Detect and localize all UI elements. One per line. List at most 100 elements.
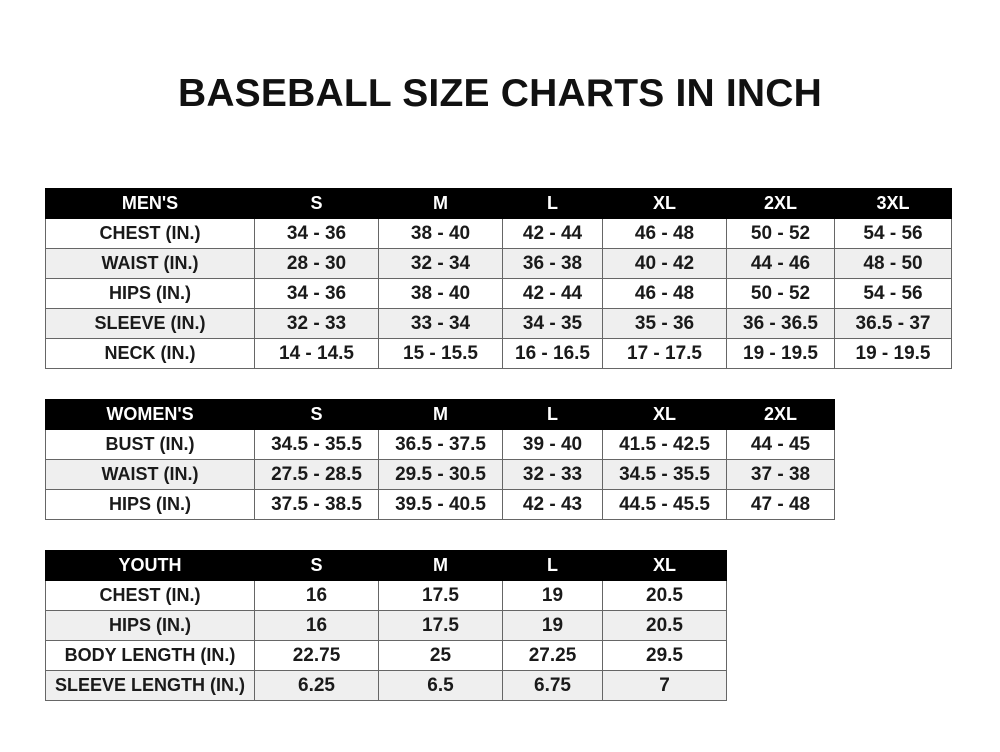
size-value-cell: 28 - 30	[254, 248, 379, 279]
size-value-cell: 32 - 33	[502, 459, 603, 490]
size-value-cell: 25	[378, 640, 503, 671]
table-row: SLEEVE LENGTH (IN.) 6.25 6.5 6.75 7	[45, 670, 727, 701]
size-value-cell: 27.5 - 28.5	[254, 459, 379, 490]
size-value-cell: 38 - 40	[378, 278, 503, 309]
measurement-label: WAIST (IN.)	[45, 459, 255, 490]
size-value-cell: 39 - 40	[502, 429, 603, 460]
size-value-cell: 17.5	[378, 580, 503, 611]
table-row: WAIST (IN.) 28 - 30 32 - 34 36 - 38 40 - 42 4…	[45, 248, 952, 279]
size-value-cell: 37 - 38	[726, 459, 835, 490]
size-header: S	[254, 550, 379, 581]
size-value-cell: 37.5 - 38.5	[254, 489, 379, 520]
size-header: XL	[602, 188, 727, 219]
size-value-cell: 47 - 48	[726, 489, 835, 520]
size-value-cell: 36 - 38	[502, 248, 603, 279]
size-value-cell: 20.5	[602, 610, 727, 641]
size-value-cell: 46 - 48	[602, 278, 727, 309]
youth-size-table: YOUTH S M L XL CHEST (IN.) 16 17.5 19 20.5 HIPS (I…	[45, 550, 727, 701]
size-value-cell: 36.5 - 37.5	[378, 429, 503, 460]
table-row: HIPS (IN.) 16 17.5 19 20.5	[45, 610, 727, 641]
size-value-cell: 38 - 40	[378, 218, 503, 249]
size-value-cell: 44 - 46	[726, 248, 835, 279]
table-row: NECK (IN.) 14 - 14.5 15 - 15.5 16 - 16.5 17 …	[45, 338, 952, 369]
size-value-cell: 16 - 16.5	[502, 338, 603, 369]
page-title: BASEBALL SIZE CHARTS IN INCH	[177, 72, 823, 115]
size-value-cell: 42 - 44	[502, 218, 603, 249]
womens-size-table: WOMEN'S S M L XL 2XL BUST (IN.) 34.5 - 35.5 36.5…	[45, 399, 835, 520]
table-row: HIPS (IN.) 34 - 36 38 - 40 42 - 44 46 - 48 50…	[45, 278, 952, 309]
table-row: BUST (IN.) 34.5 - 35.5 36.5 - 37.5 39 - 40 4…	[45, 429, 835, 460]
size-header: S	[254, 188, 379, 219]
size-value-cell: 34 - 35	[502, 308, 603, 339]
size-value-cell: 15 - 15.5	[378, 338, 503, 369]
size-value-cell: 22.75	[254, 640, 379, 671]
category-header: MEN'S	[45, 188, 255, 219]
size-value-cell: 41.5 - 42.5	[602, 429, 727, 460]
table-row: HIPS (IN.) 37.5 - 38.5 39.5 - 40.5 42 - 43 4…	[45, 489, 835, 520]
size-header: 2XL	[726, 399, 835, 430]
size-value-cell: 14 - 14.5	[254, 338, 379, 369]
size-value-cell: 50 - 52	[726, 218, 835, 249]
size-value-cell: 17 - 17.5	[602, 338, 727, 369]
size-value-cell: 48 - 50	[834, 248, 952, 279]
size-value-cell: 46 - 48	[602, 218, 727, 249]
table-row: BODY LENGTH (IN.) 22.75 25 27.25 29.5	[45, 640, 727, 671]
category-header: YOUTH	[45, 550, 255, 581]
size-value-cell: 19 - 19.5	[834, 338, 952, 369]
size-value-cell: 42 - 43	[502, 489, 603, 520]
size-value-cell: 54 - 56	[834, 218, 952, 249]
size-header: S	[254, 399, 379, 430]
table-row: SLEEVE (IN.) 32 - 33 33 - 34 34 - 35 35 - 36…	[45, 308, 952, 339]
size-value-cell: 16	[254, 610, 379, 641]
measurement-label: NECK (IN.)	[45, 338, 255, 369]
size-value-cell: 29.5	[602, 640, 727, 671]
measurement-label: HIPS (IN.)	[45, 278, 255, 309]
size-header: 2XL	[726, 188, 835, 219]
size-value-cell: 32 - 34	[378, 248, 503, 279]
measurement-label: CHEST (IN.)	[45, 580, 255, 611]
size-value-cell: 54 - 56	[834, 278, 952, 309]
table-header-row: MEN'S S M L XL 2XL 3XL	[45, 188, 952, 219]
measurement-label: HIPS (IN.)	[45, 610, 255, 641]
size-header: XL	[602, 399, 727, 430]
size-value-cell: 36 - 36.5	[726, 308, 835, 339]
table-header-row: WOMEN'S S M L XL 2XL	[45, 399, 835, 430]
size-value-cell: 27.25	[502, 640, 603, 671]
size-value-cell: 44 - 45	[726, 429, 835, 460]
size-header: L	[502, 399, 603, 430]
size-value-cell: 34.5 - 35.5	[602, 459, 727, 490]
size-value-cell: 20.5	[602, 580, 727, 611]
size-value-cell: 7	[602, 670, 727, 701]
size-value-cell: 29.5 - 30.5	[378, 459, 503, 490]
size-header: M	[378, 550, 503, 581]
size-value-cell: 6.25	[254, 670, 379, 701]
measurement-label: WAIST (IN.)	[45, 248, 255, 279]
size-value-cell: 17.5	[378, 610, 503, 641]
size-value-cell: 44.5 - 45.5	[602, 489, 727, 520]
table-row: CHEST (IN.) 34 - 36 38 - 40 42 - 44 46 - 48 5…	[45, 218, 952, 249]
size-value-cell: 36.5 - 37	[834, 308, 952, 339]
size-value-cell: 40 - 42	[602, 248, 727, 279]
size-value-cell: 32 - 33	[254, 308, 379, 339]
measurement-label: CHEST (IN.)	[45, 218, 255, 249]
size-value-cell: 6.75	[502, 670, 603, 701]
size-header: L	[502, 188, 603, 219]
measurement-label: SLEEVE (IN.)	[45, 308, 255, 339]
table-header-row: YOUTH S M L XL	[45, 550, 727, 581]
size-value-cell: 34 - 36	[254, 218, 379, 249]
size-header: XL	[602, 550, 727, 581]
size-value-cell: 50 - 52	[726, 278, 835, 309]
size-header: M	[378, 399, 503, 430]
size-value-cell: 35 - 36	[602, 308, 727, 339]
measurement-label: BODY LENGTH (IN.)	[45, 640, 255, 671]
measurement-label: HIPS (IN.)	[45, 489, 255, 520]
size-value-cell: 34 - 36	[254, 278, 379, 309]
mens-size-table: MEN'S S M L XL 2XL 3XL CHEST (IN.) 34 - 36 38 - 4…	[45, 188, 952, 369]
measurement-label: BUST (IN.)	[45, 429, 255, 460]
category-header: WOMEN'S	[45, 399, 255, 430]
size-header: 3XL	[834, 188, 952, 219]
size-value-cell: 33 - 34	[378, 308, 503, 339]
size-value-cell: 16	[254, 580, 379, 611]
size-value-cell: 19	[502, 580, 603, 611]
size-value-cell: 19	[502, 610, 603, 641]
